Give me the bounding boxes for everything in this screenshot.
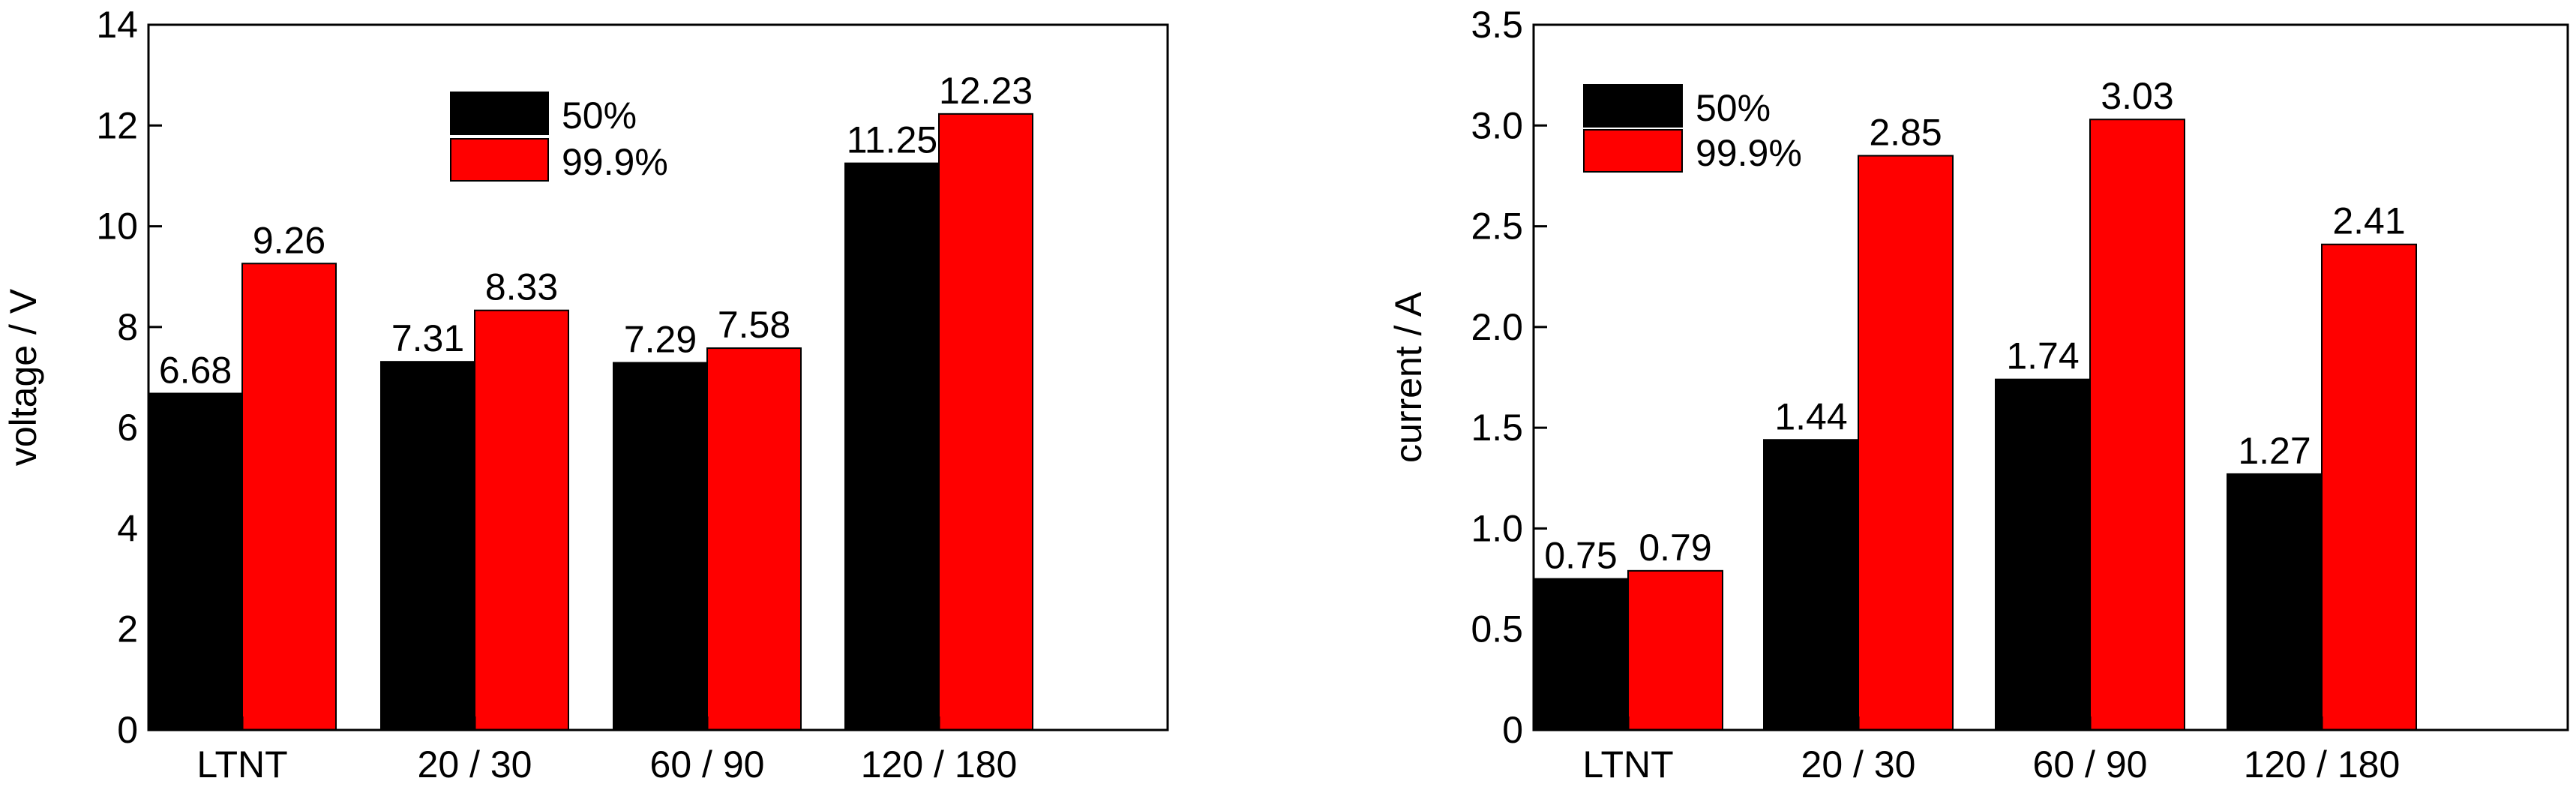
panel1-bar-999-1 <box>474 309 569 731</box>
panel2-data-label-50-3: 1.27 <box>2238 430 2311 472</box>
panel1-data-label-50-1: 7.31 <box>391 317 464 359</box>
panel1-data-label-999-1: 8.33 <box>485 266 558 308</box>
panel1-bar-999-0 <box>241 263 337 731</box>
panel2-bar-50-1 <box>1763 439 1859 731</box>
panel1-bar-50-2 <box>613 362 708 731</box>
panel1-data-label-50-2: 7.29 <box>624 319 697 361</box>
panel1-xtick-label-2: 60 / 90 <box>650 743 765 785</box>
panel2-data-label-50-2: 1.74 <box>2006 335 2079 377</box>
panel2-legend-label-999: 99.9% <box>1696 132 1802 174</box>
panel1-bar-50-0 <box>148 392 243 731</box>
panel2-plot-frame <box>1532 23 2569 731</box>
panel1-xtick-label-3: 120 / 180 <box>861 743 1018 785</box>
panel2-data-label-50-0: 0.75 <box>1544 535 1617 577</box>
panel2-xtick-label-0: LTNT <box>1582 743 1673 785</box>
panel2-bar-999-3 <box>2321 243 2417 731</box>
panel1-legend-label-50: 50% <box>562 95 637 137</box>
panel1-ytick-label-0: 0 <box>117 709 138 751</box>
panel2-ytick-label-4: 2.0 <box>1471 306 1523 348</box>
panel2-xtick-label-2: 60 / 90 <box>2033 743 2148 785</box>
panel2-ytick-label-6: 3.0 <box>1471 104 1523 146</box>
panel1-bar-999-3 <box>938 113 1033 731</box>
panel2-legend-swatch-999 <box>1583 129 1683 173</box>
panel2-bar-50-2 <box>1995 378 2091 731</box>
panel2-xtick-label-3: 120 / 180 <box>2244 743 2401 785</box>
panel2-y-axis-label: current / A <box>1387 291 1429 463</box>
panel2-legend-swatch-50 <box>1583 84 1683 128</box>
panel1-plot-frame <box>147 23 1169 731</box>
panel2-ytick-label-1: 0.5 <box>1471 608 1523 650</box>
panel1-data-label-999-3: 12.23 <box>939 70 1033 112</box>
panel2-bar-50-3 <box>2227 473 2323 731</box>
panel1-y-axis-label: voltage / V <box>2 288 44 466</box>
panel1-ytick-label-2: 4 <box>117 507 138 549</box>
panel2-bar-999-1 <box>1858 155 1954 731</box>
panel2-data-label-999-2: 3.03 <box>2101 75 2173 117</box>
panel2-xtick-label-1: 20 / 30 <box>1801 743 1916 785</box>
panel1-xtick-label-1: 20 / 30 <box>418 743 532 785</box>
panel1-ytick-label-1: 2 <box>117 608 138 650</box>
panel1-data-label-999-2: 7.58 <box>718 304 790 346</box>
panel1-bar-50-1 <box>380 361 475 731</box>
panel1-bar-50-3 <box>844 162 940 731</box>
panel2-bar-999-2 <box>2089 119 2185 731</box>
panel1-ytick-label-5: 10 <box>96 206 138 248</box>
panel1-legend-swatch-50 <box>450 92 549 135</box>
panel2-bar-999-0 <box>1627 569 1723 731</box>
panel1-legend-swatch-999 <box>450 138 549 182</box>
panel1-bar-999-2 <box>706 347 802 731</box>
panel2-bar-50-0 <box>1533 578 1629 731</box>
panel2-ytick-label-3: 1.5 <box>1471 407 1523 449</box>
panel1-ytick-label-7: 14 <box>96 4 138 46</box>
panel2-legend-label-50: 50% <box>1696 87 1771 129</box>
panel1-ytick-label-3: 6 <box>117 407 138 449</box>
panel2-data-label-50-1: 1.44 <box>1774 395 1847 437</box>
panel2-data-label-999-0: 0.79 <box>1639 527 1711 569</box>
panel1-data-label-50-0: 6.68 <box>159 349 232 391</box>
panel1-legend-label-999: 99.9% <box>562 141 668 183</box>
panel1-xtick-label-0: LTNT <box>196 743 287 785</box>
panel2-ytick-label-7: 3.5 <box>1471 4 1523 46</box>
panel1-ytick-label-6: 12 <box>96 104 138 146</box>
panel1-data-label-999-0: 9.26 <box>253 219 325 261</box>
panel2-ytick-label-0: 0 <box>1502 709 1523 751</box>
panel2-ytick-label-5: 2.5 <box>1471 206 1523 248</box>
panel2-ytick-label-2: 1.0 <box>1471 507 1523 549</box>
panel1-ytick-label-4: 8 <box>117 306 138 348</box>
panel1-data-label-50-3: 11.25 <box>847 119 937 161</box>
panel2-data-label-999-1: 2.85 <box>1869 112 1942 154</box>
panel2-data-label-999-3: 2.41 <box>2332 200 2405 242</box>
